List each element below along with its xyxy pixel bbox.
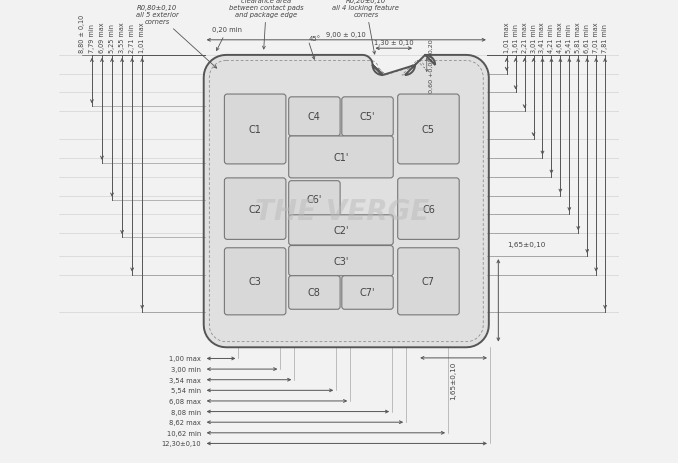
Text: C3: C3 [249, 277, 262, 287]
FancyBboxPatch shape [398, 248, 459, 315]
Text: C1': C1' [334, 153, 348, 163]
FancyBboxPatch shape [398, 179, 459, 240]
Text: THE VERGE: THE VERGE [255, 198, 429, 226]
Text: C2': C2' [333, 225, 348, 235]
Text: C4: C4 [308, 112, 321, 122]
Text: C8: C8 [308, 288, 321, 298]
PathPatch shape [203, 56, 489, 348]
Text: 1,01 max: 1,01 max [139, 22, 145, 53]
Text: 0,20 min: 0,20 min [212, 27, 242, 51]
Text: 5,54 min: 5,54 min [171, 388, 201, 394]
Text: clearance area
between contact pads
and package edge: clearance area between contact pads and … [229, 0, 304, 50]
Text: 6,09 max: 6,09 max [99, 22, 105, 53]
Text: C1: C1 [249, 125, 262, 135]
Text: 1,61 min: 1,61 min [513, 24, 519, 53]
Text: 6,61 min: 6,61 min [584, 24, 591, 53]
Text: 8,62 max: 8,62 max [169, 419, 201, 425]
Text: 7,01 max: 7,01 max [593, 22, 599, 53]
Text: C5': C5' [360, 112, 375, 122]
FancyBboxPatch shape [224, 95, 286, 164]
Text: 7,81 min: 7,81 min [602, 24, 608, 53]
FancyBboxPatch shape [289, 181, 340, 218]
Text: C6': C6' [306, 194, 322, 204]
FancyBboxPatch shape [398, 95, 459, 164]
FancyBboxPatch shape [224, 248, 286, 315]
Text: C2: C2 [249, 204, 262, 214]
Text: 1,00 max: 1,00 max [169, 356, 201, 362]
Text: 1,65±0,10: 1,65±0,10 [451, 361, 456, 399]
Text: 6,08 max: 6,08 max [169, 398, 201, 404]
FancyBboxPatch shape [342, 276, 393, 310]
Text: 5,81 max: 5,81 max [575, 22, 581, 53]
Text: 0,60 +0,00/-0,20: 0,60 +0,00/-0,20 [428, 39, 433, 93]
Text: C7': C7' [360, 288, 375, 298]
Text: 7,79 min: 7,79 min [89, 24, 95, 53]
Text: 4,61 max: 4,61 max [557, 22, 563, 53]
FancyBboxPatch shape [289, 246, 393, 276]
FancyBboxPatch shape [224, 179, 286, 240]
FancyBboxPatch shape [342, 98, 393, 137]
Text: 1,65±0,10: 1,65±0,10 [506, 241, 545, 247]
Text: 8,80 ± 0,10: 8,80 ± 0,10 [79, 15, 85, 53]
Text: 4,21 min: 4,21 min [549, 24, 555, 53]
Text: 9,00 ± 0,10: 9,00 ± 0,10 [326, 32, 366, 38]
Text: 1,01 max: 1,01 max [504, 22, 510, 53]
Text: 5,41 min: 5,41 min [566, 24, 572, 53]
Text: 3,41 max: 3,41 max [540, 22, 546, 53]
Text: 1,30 ± 0,10: 1,30 ± 0,10 [374, 40, 414, 46]
FancyBboxPatch shape [289, 276, 340, 310]
Text: 12,30±0,10: 12,30±0,10 [161, 440, 201, 446]
FancyBboxPatch shape [289, 98, 340, 137]
Text: 2,71 min: 2,71 min [129, 24, 135, 53]
FancyBboxPatch shape [289, 215, 393, 245]
Text: C6: C6 [422, 204, 435, 214]
Text: R0,20±0,10
all 4 locking feature
corners: R0,20±0,10 all 4 locking feature corners [332, 0, 399, 55]
Text: 2,21 max: 2,21 max [521, 22, 527, 53]
Text: 3,55 max: 3,55 max [119, 22, 125, 53]
Text: 3,00 min: 3,00 min [171, 366, 201, 372]
Text: 3,01 min: 3,01 min [531, 24, 536, 53]
Text: C3': C3' [334, 256, 348, 266]
Text: 45°: 45° [308, 36, 321, 42]
Text: C7: C7 [422, 277, 435, 287]
Text: 3,54 max: 3,54 max [169, 377, 201, 383]
Text: 5,25 min: 5,25 min [109, 24, 115, 53]
Text: 8,08 min: 8,08 min [171, 409, 201, 415]
FancyBboxPatch shape [289, 137, 393, 179]
Text: R0,80±0,10
all 5 exterior
corners: R0,80±0,10 all 5 exterior corners [136, 5, 217, 69]
Text: 10,62 min: 10,62 min [167, 430, 201, 436]
Text: C5: C5 [422, 125, 435, 135]
